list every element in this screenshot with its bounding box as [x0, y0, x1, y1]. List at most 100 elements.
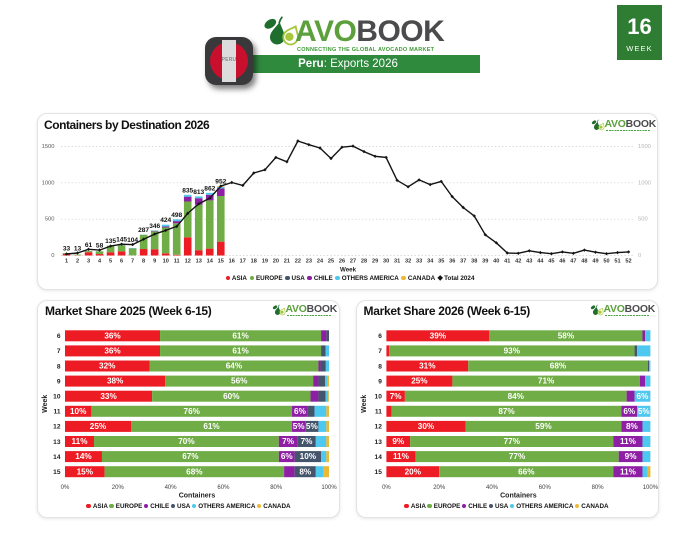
svg-text:835: 835 [182, 187, 193, 194]
svg-text:424: 424 [160, 217, 171, 224]
svg-text:41: 41 [504, 259, 510, 265]
svg-text:8%: 8% [625, 422, 638, 431]
svg-text:100%: 100% [321, 485, 337, 491]
svg-text:77%: 77% [503, 437, 520, 446]
svg-text:1: 1 [65, 259, 68, 265]
svg-text:36%: 36% [104, 347, 121, 356]
svg-text:104: 104 [127, 237, 138, 244]
svg-text:1500: 1500 [638, 144, 651, 150]
svg-text:25%: 25% [411, 377, 428, 386]
svg-text:70%: 70% [178, 437, 195, 446]
svg-text:15: 15 [374, 469, 382, 476]
svg-text:80%: 80% [270, 485, 283, 491]
svg-text:14: 14 [374, 454, 382, 461]
svg-text:61%: 61% [232, 331, 249, 340]
svg-text:84%: 84% [507, 392, 524, 401]
svg-text:30: 30 [383, 259, 389, 265]
svg-text:11%: 11% [619, 437, 636, 446]
svg-text:13: 13 [374, 439, 382, 446]
svg-text:9%: 9% [392, 437, 405, 446]
svg-text:59%: 59% [535, 422, 552, 431]
svg-text:46: 46 [559, 259, 565, 265]
svg-text:11: 11 [174, 259, 180, 265]
svg-text:11: 11 [374, 409, 381, 416]
svg-text:287: 287 [138, 227, 149, 234]
svg-text:25%: 25% [90, 422, 107, 431]
svg-text:952: 952 [215, 179, 226, 186]
svg-text:33%: 33% [100, 392, 117, 401]
svg-text:6%: 6% [636, 392, 649, 401]
svg-text:12: 12 [185, 259, 191, 265]
svg-text:33: 33 [416, 259, 422, 265]
svg-text:32: 32 [405, 259, 411, 265]
svg-text:9: 9 [57, 378, 61, 385]
svg-text:87%: 87% [498, 407, 515, 416]
svg-text:11%: 11% [72, 437, 89, 446]
svg-text:0: 0 [51, 253, 54, 259]
svg-text:Week: Week [340, 267, 357, 274]
svg-text:9: 9 [378, 378, 382, 385]
svg-text:61%: 61% [232, 347, 249, 356]
svg-text:60%: 60% [223, 392, 240, 401]
svg-text:71%: 71% [537, 377, 554, 386]
svg-text:58%: 58% [557, 331, 574, 340]
svg-text:31%: 31% [419, 362, 436, 371]
svg-text:11%: 11% [392, 452, 409, 461]
svg-text:10: 10 [374, 394, 382, 401]
svg-text:25: 25 [328, 259, 334, 265]
svg-text:7: 7 [378, 348, 382, 355]
svg-text:7%: 7% [301, 437, 314, 446]
svg-text:16: 16 [229, 259, 235, 265]
svg-text:17: 17 [240, 259, 246, 265]
svg-text:44: 44 [537, 259, 544, 265]
svg-text:7: 7 [131, 259, 134, 265]
svg-text:60%: 60% [538, 485, 551, 491]
svg-text:10%: 10% [300, 452, 317, 461]
svg-text:6: 6 [378, 333, 382, 340]
svg-text:49: 49 [592, 259, 598, 265]
svg-text:6%: 6% [294, 407, 307, 416]
svg-text:77%: 77% [508, 452, 525, 461]
svg-text:34: 34 [427, 259, 434, 265]
svg-text:14: 14 [207, 259, 214, 265]
svg-text:1500: 1500 [42, 144, 55, 150]
svg-text:13: 13 [53, 439, 61, 446]
svg-text:52: 52 [625, 259, 631, 265]
svg-text:8: 8 [57, 363, 61, 370]
svg-text:12: 12 [53, 424, 61, 431]
svg-text:40%: 40% [165, 485, 178, 491]
svg-text:38%: 38% [107, 377, 124, 386]
svg-text:20%: 20% [112, 485, 125, 491]
svg-text:813: 813 [193, 189, 204, 196]
svg-text:Week: Week [42, 395, 49, 413]
svg-text:15: 15 [53, 469, 61, 476]
svg-text:Containers: Containers [179, 493, 216, 500]
svg-text:10: 10 [163, 259, 169, 265]
svg-text:0: 0 [638, 253, 641, 259]
svg-text:500: 500 [638, 217, 648, 223]
svg-text:21: 21 [284, 259, 290, 265]
svg-text:45: 45 [548, 259, 554, 265]
svg-text:862: 862 [204, 185, 215, 192]
svg-text:61: 61 [85, 242, 93, 249]
svg-text:0%: 0% [61, 485, 70, 491]
svg-text:51: 51 [614, 259, 620, 265]
svg-text:20%: 20% [433, 485, 446, 491]
svg-text:40%: 40% [485, 485, 498, 491]
svg-text:10: 10 [53, 394, 61, 401]
svg-text:26: 26 [339, 259, 345, 265]
svg-text:27: 27 [350, 259, 356, 265]
svg-text:19: 19 [262, 259, 268, 265]
svg-text:100%: 100% [642, 485, 658, 491]
svg-text:50: 50 [603, 259, 609, 265]
svg-text:11%: 11% [619, 467, 636, 476]
svg-text:31: 31 [394, 259, 400, 265]
svg-text:20%: 20% [404, 467, 421, 476]
svg-text:5%: 5% [293, 422, 306, 431]
svg-text:145: 145 [116, 237, 127, 244]
svg-text:7%: 7% [282, 437, 295, 446]
svg-text:6: 6 [57, 333, 61, 340]
svg-text:6: 6 [120, 259, 123, 265]
svg-text:11: 11 [54, 409, 61, 416]
svg-text:2: 2 [76, 259, 79, 265]
